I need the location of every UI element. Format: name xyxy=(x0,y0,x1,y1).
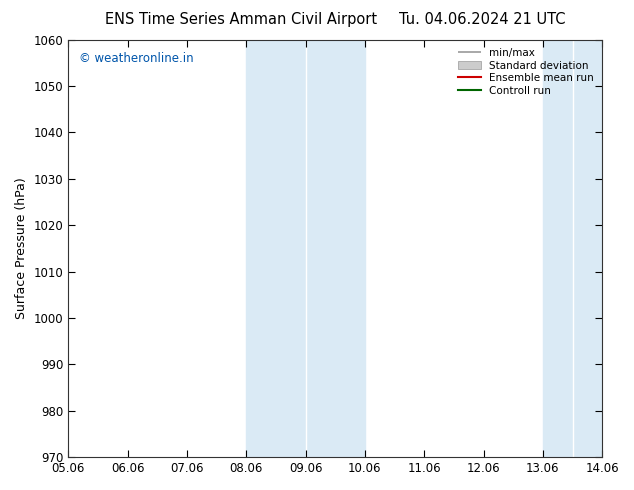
Text: ENS Time Series Amman Civil Airport: ENS Time Series Amman Civil Airport xyxy=(105,12,377,27)
Bar xyxy=(543,40,602,457)
Text: © weatheronline.in: © weatheronline.in xyxy=(79,52,193,65)
Bar xyxy=(246,40,365,457)
Y-axis label: Surface Pressure (hPa): Surface Pressure (hPa) xyxy=(15,177,28,319)
Legend: min/max, Standard deviation, Ensemble mean run, Controll run: min/max, Standard deviation, Ensemble me… xyxy=(455,45,597,99)
Text: Tu. 04.06.2024 21 UTC: Tu. 04.06.2024 21 UTC xyxy=(399,12,565,27)
